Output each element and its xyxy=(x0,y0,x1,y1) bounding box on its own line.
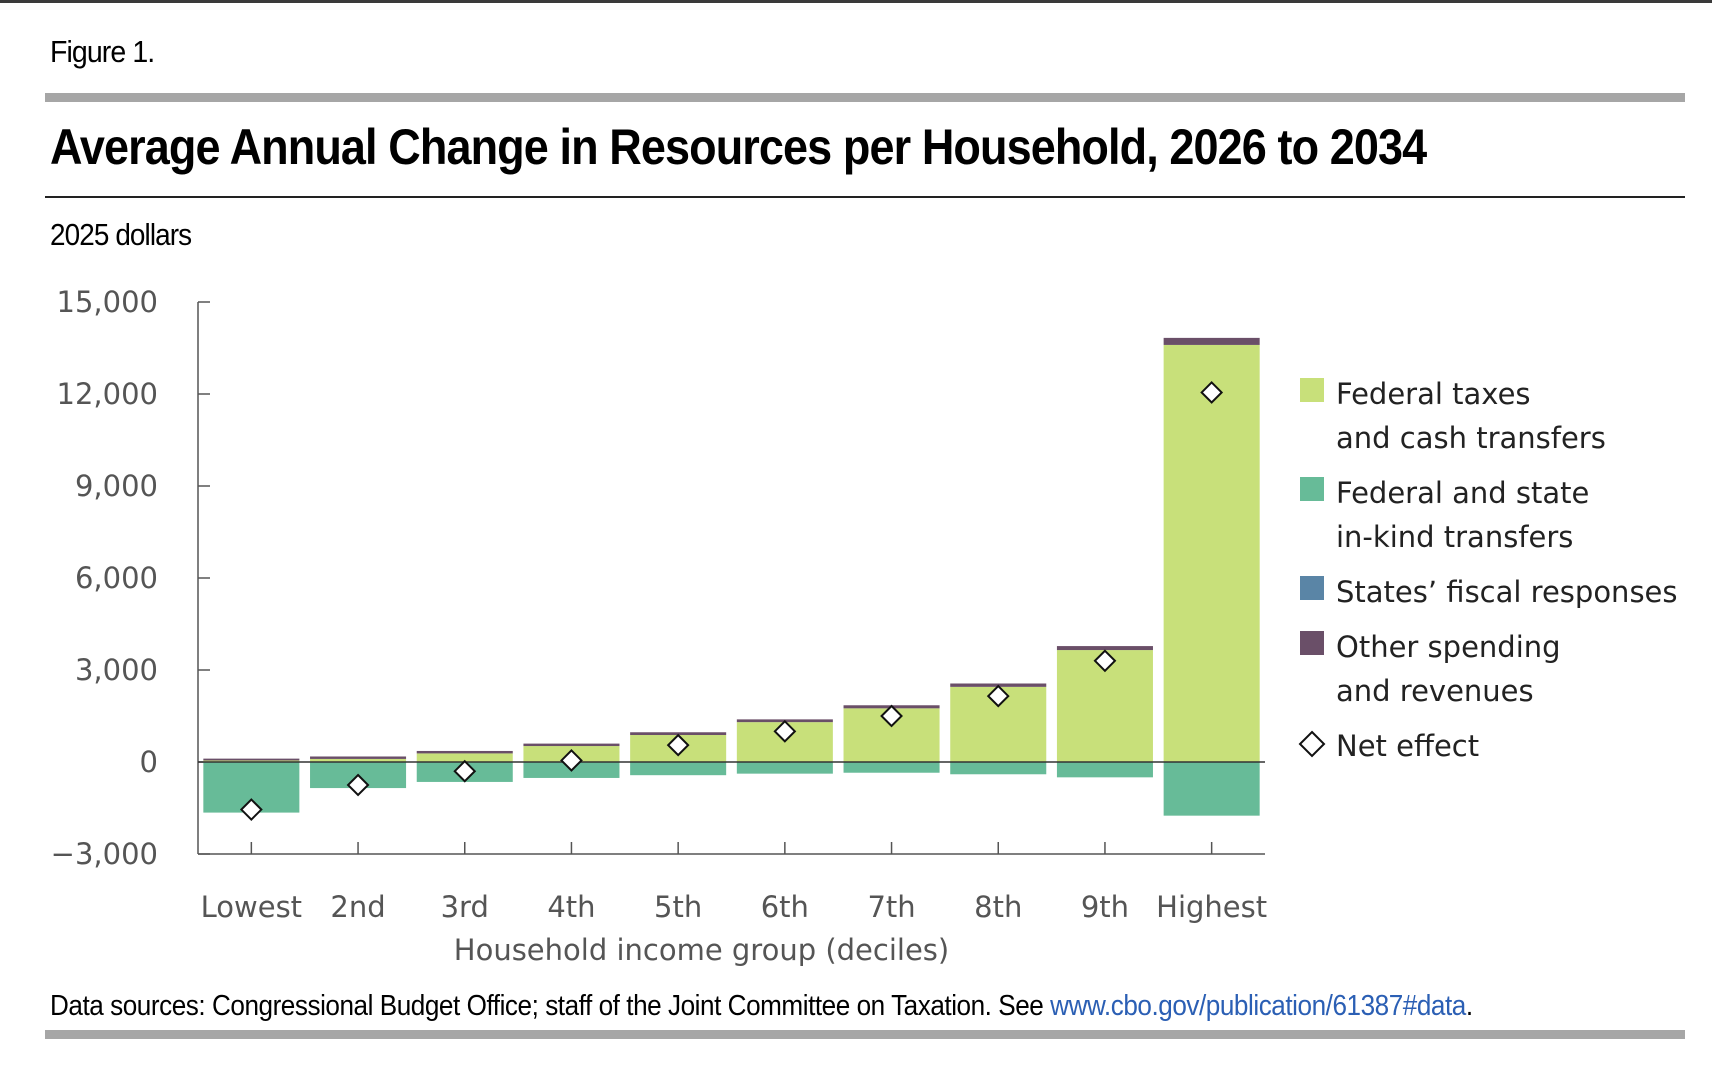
net-effect-marker-2 xyxy=(453,759,477,783)
figure-label: Figure 1. xyxy=(50,34,155,69)
legend-label: in-kind transfers xyxy=(1336,520,1573,554)
x-tick-label: 9th xyxy=(1081,890,1129,924)
x-tick-label: Highest xyxy=(1156,890,1267,924)
bar-in-kind-7 xyxy=(950,762,1047,775)
bar-federal-taxes-1 xyxy=(310,758,407,762)
bar-federal-taxes-0 xyxy=(203,760,300,762)
net-effect-marker-8 xyxy=(1093,649,1117,673)
legend-swatch-0 xyxy=(1300,378,1324,402)
net-effect-marker-5 xyxy=(773,719,797,743)
legend-label: Federal taxes xyxy=(1336,377,1531,411)
net-effect-marker-6 xyxy=(880,704,903,728)
y-tick-label: 3,000 xyxy=(75,653,158,687)
x-tick-label: 4th xyxy=(547,890,595,924)
net-effect-marker-0 xyxy=(239,798,263,821)
legend-label: States’ fiscal responses xyxy=(1336,575,1678,609)
bar-other-2 xyxy=(416,750,513,754)
bar-federal-taxes-9 xyxy=(1163,344,1260,762)
source-link[interactable]: www.cbo.gov/publication/61387#data xyxy=(1050,990,1466,1022)
legend-label: Net effect xyxy=(1336,729,1479,763)
units-label: 2025 dollars xyxy=(50,217,192,252)
legend-label: Federal and state xyxy=(1336,476,1589,510)
x-tick-label: Lowest xyxy=(201,890,302,924)
x-tick-label: 6th xyxy=(761,890,809,924)
bar-in-kind-9 xyxy=(1163,762,1260,816)
title-divider xyxy=(45,196,1685,198)
header-divider xyxy=(45,93,1685,102)
y-tick-label: 15,000 xyxy=(57,285,158,319)
bar-other-1 xyxy=(310,756,407,759)
y-tick-label: −3,000 xyxy=(51,837,158,871)
footer-divider xyxy=(45,1030,1685,1039)
bar-in-kind-5 xyxy=(736,762,833,774)
legend-swatch-2 xyxy=(1300,576,1324,600)
legend-label: Other spending xyxy=(1336,630,1561,664)
y-tick-label: 0 xyxy=(140,745,158,779)
bar-other-8 xyxy=(1056,646,1153,651)
bar-in-kind-4 xyxy=(630,762,727,776)
bar-other-9 xyxy=(1163,337,1260,345)
source-end: . xyxy=(1465,990,1473,1022)
bar-federal-taxes-2 xyxy=(416,753,513,762)
net-effect-marker-1 xyxy=(346,773,370,797)
source-text: Data sources: Congressional Budget Offic… xyxy=(50,990,1051,1022)
x-tick-label: 5th xyxy=(654,890,702,924)
bar-in-kind-6 xyxy=(843,762,940,773)
top-rule xyxy=(0,0,1712,3)
x-axis-label: Household income group (deciles) xyxy=(454,933,949,967)
x-tick-label: 3rd xyxy=(441,890,489,924)
bar-other-4 xyxy=(630,732,727,736)
source-note: Data sources: Congressional Budget Offic… xyxy=(50,990,1473,1023)
legend-label: and cash transfers xyxy=(1336,421,1606,455)
chart-title: Average Annual Change in Resources per H… xyxy=(50,119,1427,175)
bar-other-0 xyxy=(203,758,300,761)
legend-diamond-icon xyxy=(1298,730,1326,758)
net-effect-marker-4 xyxy=(666,733,690,757)
legend-swatch-3 xyxy=(1300,631,1324,655)
net-effect-marker-3 xyxy=(560,749,583,772)
x-tick-label: 7th xyxy=(867,890,915,924)
bar-other-3 xyxy=(523,743,620,747)
bar-in-kind-8 xyxy=(1056,762,1153,778)
x-tick-label: 8th xyxy=(974,890,1022,924)
y-tick-label: 12,000 xyxy=(57,377,158,411)
legend-swatch-1 xyxy=(1300,477,1324,501)
net-effect-marker-9 xyxy=(1200,381,1224,404)
net-effect-marker-7 xyxy=(986,684,1010,708)
y-tick-label: 9,000 xyxy=(75,469,158,503)
y-tick-label: 6,000 xyxy=(75,561,158,595)
x-tick-label: 2nd xyxy=(330,890,385,924)
legend-label: and revenues xyxy=(1336,674,1534,708)
